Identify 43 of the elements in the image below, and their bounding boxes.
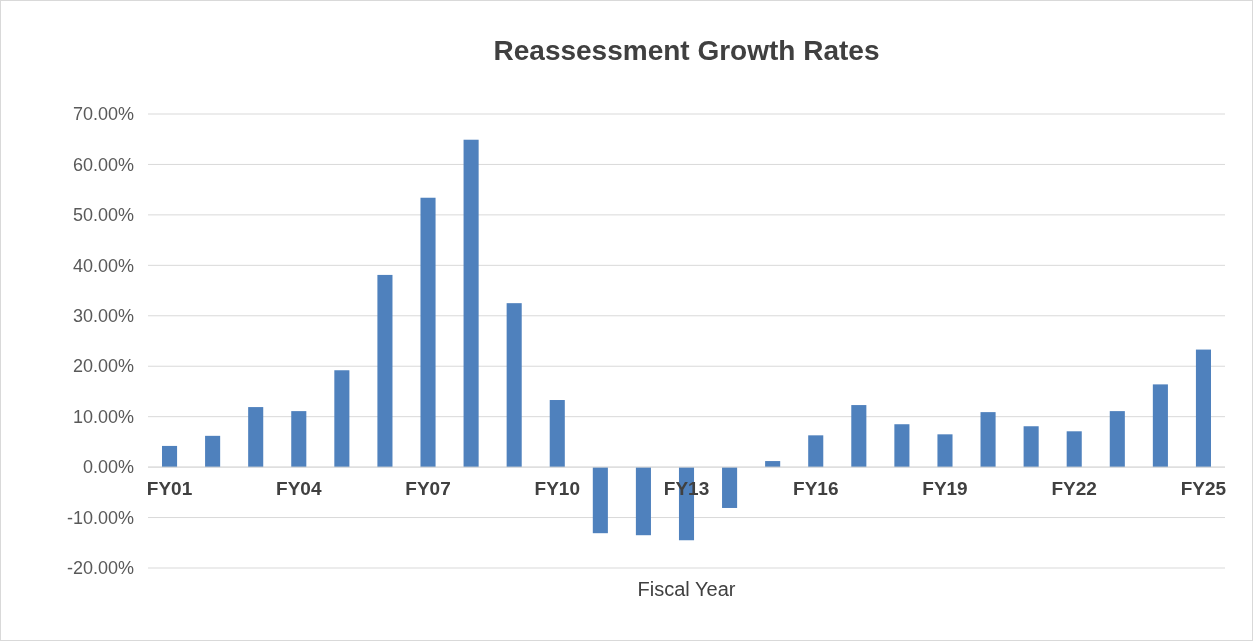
bar <box>980 412 996 468</box>
x-tick-label: FY19 <box>922 477 968 499</box>
bar <box>549 400 565 468</box>
x-tick-label: FY22 <box>1051 477 1097 499</box>
bar <box>334 370 350 468</box>
bar <box>592 467 608 534</box>
bar <box>722 467 738 508</box>
y-tick-label: -20.00% <box>66 558 134 579</box>
bar <box>1152 384 1168 468</box>
x-tick-label: FY10 <box>534 477 580 499</box>
bar <box>635 467 651 536</box>
bar <box>808 435 824 468</box>
y-tick-label: 70.00% <box>72 104 134 125</box>
bar <box>420 197 436 468</box>
bar <box>162 445 178 468</box>
bar <box>291 411 307 468</box>
x-tick-label: FY16 <box>793 477 839 499</box>
bar <box>937 434 953 468</box>
y-tick-label: 30.00% <box>72 306 134 327</box>
y-tick-label: -10.00% <box>66 507 134 528</box>
bar <box>377 274 393 468</box>
x-axis-title: Fiscal Year <box>637 578 736 600</box>
y-tick-label: 60.00% <box>72 154 134 175</box>
bar <box>1023 426 1039 468</box>
x-tick-label: FY01 <box>146 477 193 499</box>
y-tick-label: 10.00% <box>72 406 134 427</box>
y-tick-label: 50.00% <box>72 205 134 226</box>
bar <box>205 435 221 468</box>
y-tick-label: 40.00% <box>72 255 134 276</box>
bar <box>1066 431 1082 468</box>
y-tick-label: 20.00% <box>72 356 134 377</box>
x-tick-label: FY25 <box>1180 477 1227 499</box>
bar <box>894 424 910 468</box>
bar <box>463 139 479 468</box>
x-tick-label: FY07 <box>405 477 451 499</box>
bar <box>248 407 264 468</box>
y-tick-label: 0.00% <box>82 457 134 478</box>
x-tick-label: FY04 <box>276 477 322 499</box>
bar <box>1109 411 1125 468</box>
bar <box>1195 349 1211 468</box>
bar <box>851 405 867 468</box>
chart-title: Reassessment Growth Rates <box>493 35 880 66</box>
bar <box>506 303 522 468</box>
